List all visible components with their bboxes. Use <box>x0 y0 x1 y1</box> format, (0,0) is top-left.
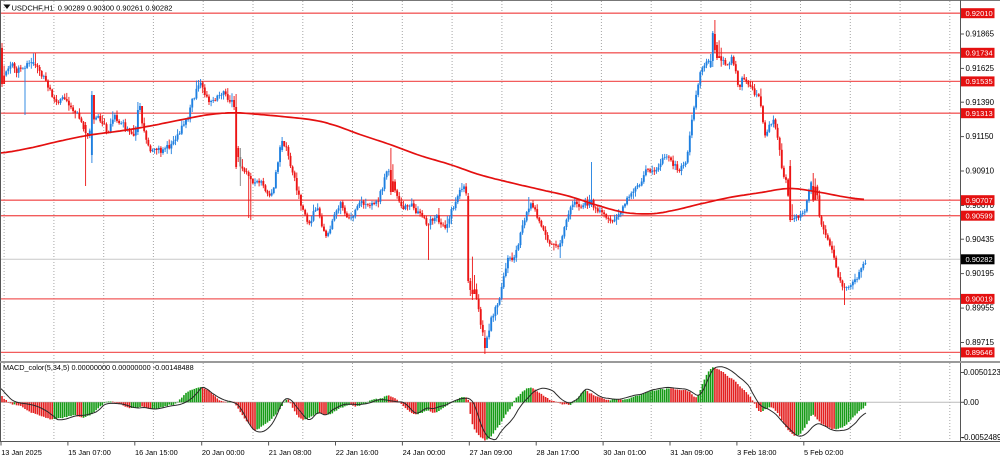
svg-text:0.90435: 0.90435 <box>966 235 995 244</box>
svg-text:24 Jan 00:00: 24 Jan 00:00 <box>403 448 446 457</box>
svg-text:16 Jan 15:00: 16 Jan 15:00 <box>135 448 178 457</box>
svg-text:0.00: 0.00 <box>964 398 980 407</box>
svg-text:28 Jan 17:00: 28 Jan 17:00 <box>536 448 579 457</box>
svg-text:0.90707: 0.90707 <box>966 196 993 205</box>
svg-text:20 Jan 00:00: 20 Jan 00:00 <box>202 448 245 457</box>
svg-text:0.91535: 0.91535 <box>966 77 993 86</box>
svg-text:0.89955: 0.89955 <box>966 304 995 313</box>
svg-text:0.92010: 0.92010 <box>966 9 993 18</box>
svg-text:0.89646: 0.89646 <box>966 348 993 357</box>
svg-text:30 Jan 01:00: 30 Jan 01:00 <box>603 448 646 457</box>
svg-text:0.90670: 0.90670 <box>966 201 995 210</box>
svg-text:-0.0052489: -0.0052489 <box>962 433 1000 442</box>
svg-text:0.90282: 0.90282 <box>966 255 993 264</box>
svg-text:0.91625: 0.91625 <box>966 64 995 73</box>
svg-text:0.91865: 0.91865 <box>966 30 995 39</box>
svg-text:0.0050123: 0.0050123 <box>964 368 1000 377</box>
svg-text:0.91390: 0.91390 <box>966 98 995 107</box>
svg-text:27 Jan 09:00: 27 Jan 09:00 <box>470 448 513 457</box>
svg-text:15 Jan 07:00: 15 Jan 07:00 <box>68 448 111 457</box>
svg-text:22 Jan 16:00: 22 Jan 16:00 <box>336 448 379 457</box>
svg-text:0.89715: 0.89715 <box>966 338 995 347</box>
svg-text:13 Jan 2025: 13 Jan 2025 <box>1 448 42 457</box>
svg-text:0.90195: 0.90195 <box>966 269 995 278</box>
svg-text:0.91150: 0.91150 <box>966 132 995 141</box>
svg-text:0.90019: 0.90019 <box>966 295 993 304</box>
svg-text:MACD_color(5,34,5) 0.00000000: MACD_color(5,34,5) 0.00000000 0.00000000… <box>3 363 194 372</box>
svg-text:USDCHF,H1 0.90289 0.90300 0.9: USDCHF,H1 0.90289 0.90300 0.90261 0.9028… <box>12 4 173 13</box>
svg-text:5 Feb 02:00: 5 Feb 02:00 <box>804 448 843 457</box>
svg-text:3 Feb 18:00: 3 Feb 18:00 <box>737 448 776 457</box>
svg-text:31 Jan 09:00: 31 Jan 09:00 <box>670 448 713 457</box>
svg-text:0.91313: 0.91313 <box>966 109 993 118</box>
svg-text:21 Jan 08:00: 21 Jan 08:00 <box>269 448 312 457</box>
svg-text:0.90599: 0.90599 <box>966 212 993 221</box>
svg-text:0.91734: 0.91734 <box>966 49 993 58</box>
svg-text:0.90910: 0.90910 <box>966 167 995 176</box>
